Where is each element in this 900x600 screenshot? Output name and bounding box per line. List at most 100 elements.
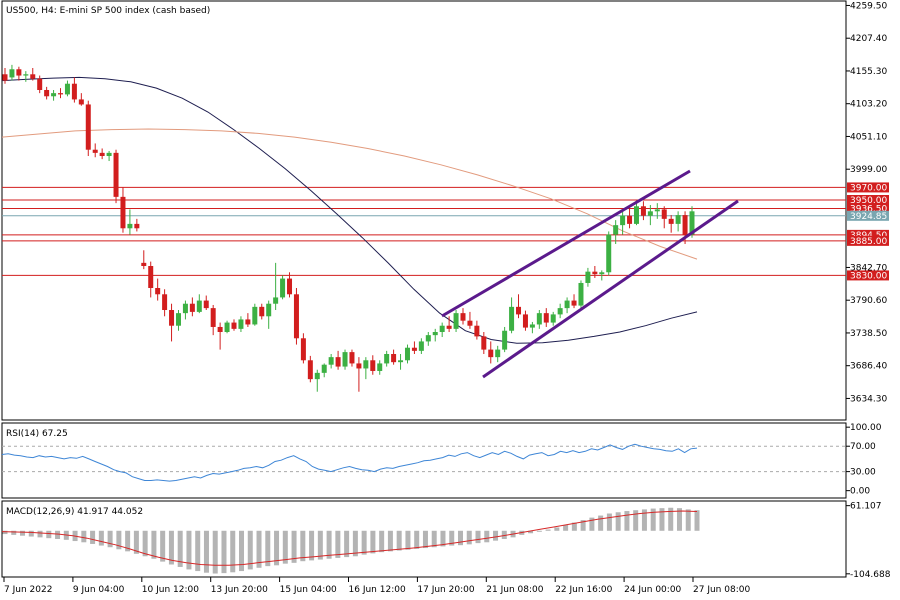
macd-histogram-bar xyxy=(580,520,586,531)
channel-upper-line xyxy=(441,169,691,318)
x-tick-label: 21 Jun 08:00 xyxy=(486,585,543,595)
macd-histogram-bar xyxy=(589,517,595,531)
macd-histogram-bar xyxy=(46,530,52,539)
rsi-line xyxy=(1,443,698,482)
candle-body xyxy=(474,325,480,337)
candle-body xyxy=(287,278,293,295)
macd-histogram-bar xyxy=(659,508,665,531)
level-label-bg xyxy=(847,182,889,193)
candle-body xyxy=(363,360,369,369)
candle-body xyxy=(620,215,626,226)
level-label-bg xyxy=(847,195,889,205)
macd-histogram-bar xyxy=(98,530,104,546)
candle-body xyxy=(78,99,84,105)
candle-body xyxy=(175,313,181,326)
macd-histogram-bar xyxy=(641,509,647,531)
candle-body xyxy=(689,211,695,235)
candle-body xyxy=(273,297,279,304)
macd-histogram-bar xyxy=(300,530,306,562)
macd-histogram-bar xyxy=(230,530,236,573)
x-tick-label: 7 Jun 2022 xyxy=(4,585,52,595)
candle-body xyxy=(238,319,244,329)
candle-body xyxy=(516,306,522,315)
y-tick-label: 4155.30 xyxy=(850,67,887,77)
candle-body xyxy=(224,322,230,332)
candle-body xyxy=(148,266,154,288)
level-label: 3936.50 xyxy=(850,204,887,214)
candle-body xyxy=(169,310,175,326)
candle-body xyxy=(411,347,417,351)
rsi-title: RSI(14) 67.25 xyxy=(6,429,68,439)
macd-histogram-bar xyxy=(396,530,402,551)
candle-body xyxy=(106,152,112,156)
macd-histogram-bar xyxy=(291,530,297,563)
y-tick-label: 3790.60 xyxy=(850,296,887,306)
candle-body xyxy=(439,325,445,332)
candle-body xyxy=(647,211,653,216)
macd-histogram-bar xyxy=(554,527,560,531)
y-tick-label: 3634.30 xyxy=(850,394,887,404)
current-price-bg xyxy=(847,210,889,221)
macd-histogram-bar xyxy=(107,530,113,548)
candle-body xyxy=(418,341,424,351)
candle-body xyxy=(682,215,688,235)
candle-body xyxy=(58,93,64,95)
x-tick-label: 24 Jun 00:00 xyxy=(624,585,681,595)
chart-title: US500, H4: E-mini SP 500 index (cash bas… xyxy=(6,6,210,16)
candle-body xyxy=(120,196,126,229)
macd-histogram-bar xyxy=(422,530,428,549)
candle-body xyxy=(293,294,299,339)
macd-tick-label: 61.107 xyxy=(850,502,882,512)
macd-histogram-bar xyxy=(676,508,682,531)
candle-body xyxy=(661,209,667,219)
price-panel xyxy=(1,0,847,421)
macd-histogram-bar xyxy=(274,530,280,566)
macd-histogram-bar xyxy=(344,530,350,558)
macd-histogram-bar xyxy=(650,508,656,531)
candle-body xyxy=(217,326,223,332)
rsi-tick-label: 100.00 xyxy=(850,423,882,433)
candle-body xyxy=(51,93,57,97)
candle-body xyxy=(536,313,542,325)
macd-histogram-bar xyxy=(440,530,446,547)
y-tick-label: 3738.50 xyxy=(850,329,887,339)
macd-histogram-bar xyxy=(536,530,542,532)
macd-histogram-bar xyxy=(466,530,472,545)
candle-body xyxy=(446,325,452,329)
macd-histogram-bar xyxy=(177,530,183,567)
y-tick-label: 4051.10 xyxy=(850,132,887,142)
x-tick-label: 17 Jun 20:00 xyxy=(417,585,474,595)
candle-body xyxy=(64,83,70,95)
candle-body xyxy=(404,347,410,361)
level-label-bg xyxy=(847,270,889,281)
candle-body xyxy=(550,314,556,323)
candle-body xyxy=(564,300,570,309)
macd-histogram-bar xyxy=(221,530,227,574)
macd-histogram-bar xyxy=(606,513,612,531)
candle-body xyxy=(259,306,265,317)
candle-body xyxy=(252,306,258,325)
macd-histogram-bar xyxy=(90,530,96,544)
macd-histogram-bar xyxy=(615,512,621,531)
macd-histogram-bar xyxy=(203,530,209,573)
candle-body xyxy=(44,90,50,97)
rsi-tick-label: 30.00 xyxy=(850,468,876,478)
candle-body xyxy=(391,354,397,363)
level-label-bg xyxy=(847,229,889,240)
macd-histogram-bar xyxy=(239,530,245,572)
x-tick-label: 9 Jun 04:00 xyxy=(73,585,125,595)
candle-body xyxy=(23,74,29,76)
macd-histogram-bar xyxy=(125,530,131,552)
macd-histogram-bar xyxy=(151,530,157,559)
macd-histogram-bar xyxy=(28,530,34,537)
macd-histogram-bar xyxy=(370,530,376,554)
macd-histogram-bar xyxy=(528,530,534,534)
macd-histogram-bar xyxy=(484,530,490,543)
candle-body xyxy=(613,225,619,235)
candle-body xyxy=(113,152,119,197)
macd-histogram-bar xyxy=(501,530,507,539)
candle-body xyxy=(557,308,563,315)
candle-body xyxy=(592,271,598,275)
x-tick-label: 15 Jun 04:00 xyxy=(280,585,337,595)
